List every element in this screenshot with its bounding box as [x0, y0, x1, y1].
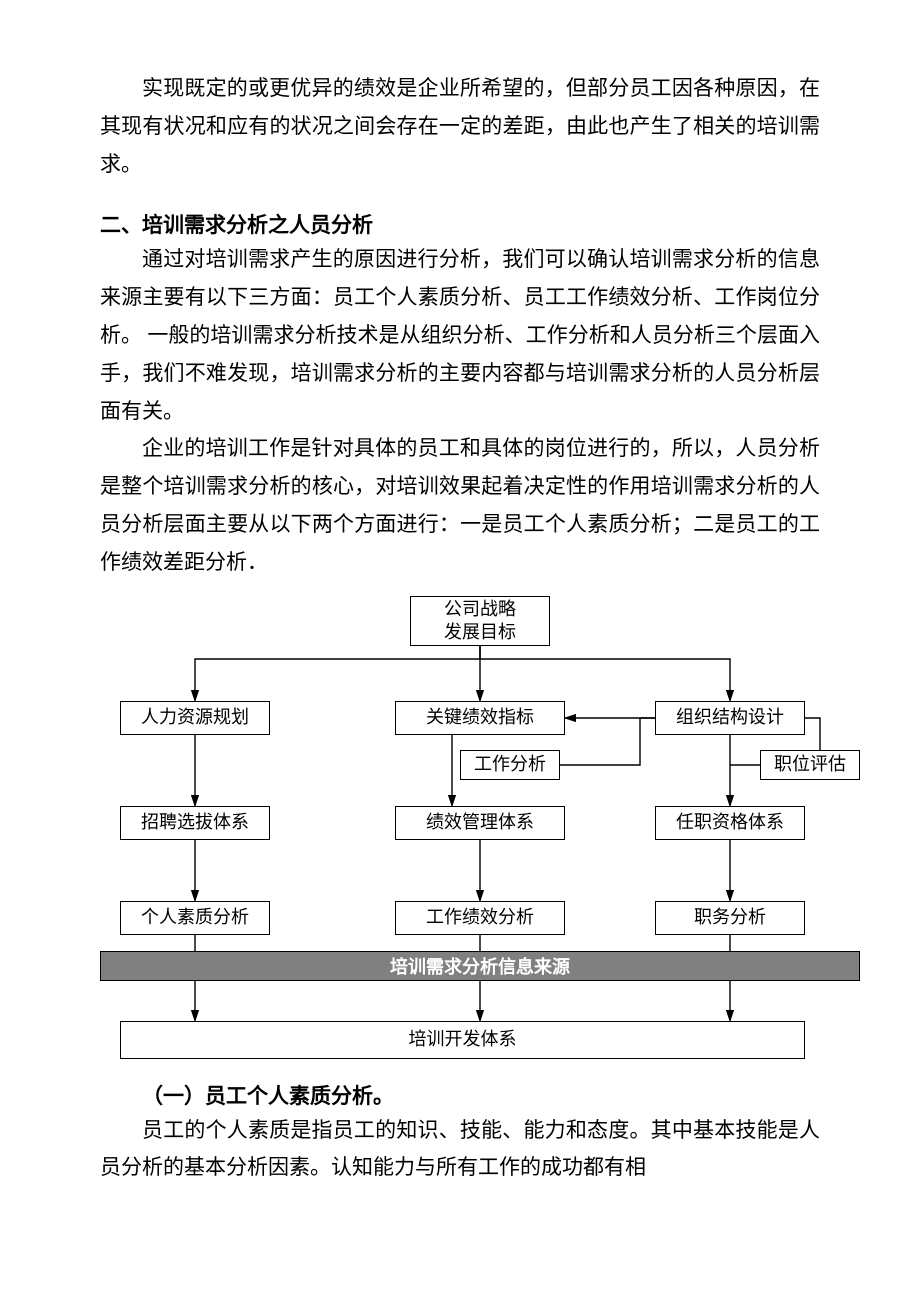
node-recruit-system: 招聘选拔体系	[120, 806, 270, 840]
node-personal-quality: 个人素质分析	[120, 901, 270, 935]
node-hr-planning: 人力资源规划	[120, 701, 270, 735]
node-org-structure: 组织结构设计	[655, 701, 805, 735]
node-job-analysis: 职务分析	[655, 901, 805, 935]
node-company-strategy: 公司战略 发展目标	[410, 596, 550, 646]
node-qualification: 任职资格体系	[655, 806, 805, 840]
node-training-dev: 培训开发体系	[120, 1021, 805, 1059]
node-perf-analysis: 工作绩效分析	[395, 901, 565, 935]
section-heading-2: 二、培训需求分析之人员分析	[100, 209, 820, 239]
training-flowchart: 公司战略 发展目标 人力资源规划 关键绩效指标 组织结构设计 工作分析 职位评估…	[100, 596, 860, 1066]
node-work-analysis: 工作分析	[460, 750, 560, 780]
paragraph-2a: 通过对培训需求产生的原因进行分析，我们可以确认培训需求分析的信息来源主要有以下三…	[100, 241, 820, 430]
node-kpi: 关键绩效指标	[395, 701, 565, 735]
document-page: 实现既定的或更优异的绩效是企业所希望的，但部分员工因各种原因，在其现有状况和应有…	[0, 0, 920, 1247]
node-position-eval: 职位评估	[760, 750, 860, 780]
node-info-source-banner: 培训需求分析信息来源	[100, 951, 860, 981]
node-perf-mgmt: 绩效管理体系	[395, 806, 565, 840]
paragraph-2b: 企业的培训工作是针对具体的员工和具体的岗位进行的，所以，人员分析是整个培训需求分…	[100, 430, 820, 581]
paragraph-3: 员工的个人素质是指员工的知识、技能、能力和态度。其中基本技能是人员分析的基本分析…	[100, 1112, 820, 1188]
subsection-heading-1: （一）员工个人素质分析。	[100, 1080, 820, 1110]
paragraph-intro: 实现既定的或更优异的绩效是企业所希望的，但部分员工因各种原因，在其现有状况和应有…	[100, 70, 820, 183]
